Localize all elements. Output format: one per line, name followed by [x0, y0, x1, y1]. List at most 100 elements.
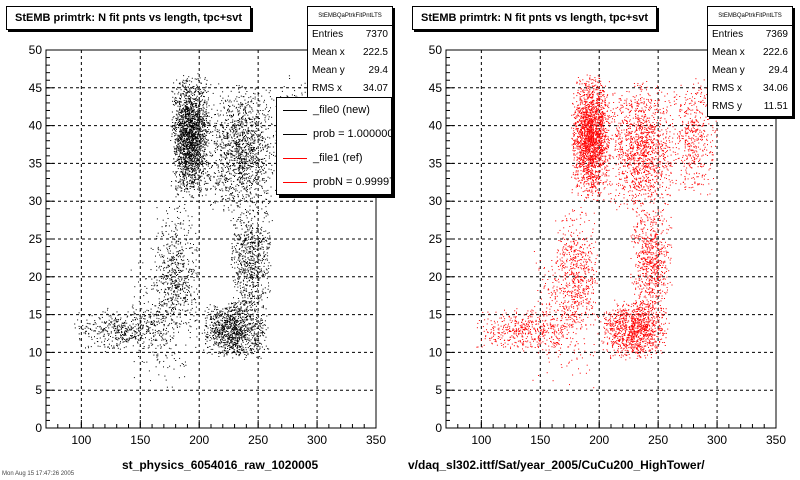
data-point: [227, 319, 229, 321]
data-point: [201, 126, 203, 128]
data-point: [252, 228, 254, 229]
data-point: [243, 328, 245, 330]
data-point: [245, 109, 246, 111]
data-point: [250, 265, 252, 267]
data-point: [220, 339, 221, 341]
data-point: [223, 142, 224, 144]
data-point: [207, 331, 209, 333]
data-point: [227, 143, 229, 145]
data-point: [234, 138, 236, 140]
data-point: [174, 139, 176, 140]
data-point: [194, 165, 196, 167]
data-point: [206, 336, 208, 338]
data-point: [216, 129, 218, 131]
data-point: [229, 128, 231, 130]
data-point: [180, 148, 182, 150]
data-point: [251, 142, 253, 144]
data-point: [178, 127, 179, 129]
data-point: [242, 240, 244, 242]
data-point: [193, 170, 195, 172]
data-point: [242, 182, 244, 184]
data-point: [186, 181, 188, 183]
data-point: [268, 168, 270, 170]
data-point: [186, 113, 188, 115]
data-point: [208, 308, 210, 310]
data-point: [219, 159, 220, 161]
data-point: [186, 165, 188, 167]
data-point: [179, 180, 181, 182]
data-point: [240, 214, 242, 216]
data-point: [233, 326, 235, 328]
data-point: [245, 326, 247, 328]
data-point: [241, 326, 243, 328]
data-point: [251, 147, 252, 149]
data-point: [235, 272, 237, 274]
data-point: [245, 302, 247, 304]
data-point: [200, 179, 202, 181]
data-point: [174, 142, 176, 144]
data-point: [173, 162, 175, 164]
data-point: [233, 134, 235, 136]
data-point: [216, 338, 218, 340]
data-point: [234, 345, 236, 347]
data-point: [231, 328, 233, 330]
data-point: [192, 125, 194, 127]
data-point: [205, 343, 207, 345]
data-point: [183, 179, 185, 181]
data-point: [186, 100, 188, 102]
data-point: [262, 221, 264, 223]
data-point: [229, 106, 230, 108]
data-point: [244, 132, 245, 134]
data-point: [201, 92, 203, 94]
data-point: [243, 198, 245, 200]
data-point: [217, 201, 219, 203]
data-point: [227, 333, 229, 334]
data-point: [189, 150, 191, 152]
data-point: [187, 154, 189, 156]
data-point: [238, 85, 240, 87]
data-point: [237, 196, 239, 198]
data-point: [177, 134, 179, 136]
data-point: [181, 139, 183, 141]
data-point: [178, 162, 180, 164]
data-point: [219, 329, 221, 331]
data-point: [244, 165, 246, 167]
data-point: [263, 163, 265, 164]
data-point: [260, 335, 261, 337]
data-point: [187, 133, 189, 135]
data-point: [260, 295, 262, 297]
data-point: [177, 147, 179, 149]
data-point: [215, 322, 216, 324]
data-point: [258, 167, 260, 168]
data-point: [227, 334, 229, 336]
data-point: [244, 159, 246, 161]
data-point: [199, 153, 201, 155]
data-point: [225, 195, 227, 196]
data-point: [226, 127, 228, 128]
data-point: [221, 176, 223, 178]
data-point: [236, 343, 238, 345]
data-point: [215, 144, 217, 146]
data-point: [209, 124, 211, 126]
data-point: [229, 166, 231, 168]
data-point: [222, 326, 224, 328]
data-point: [234, 333, 236, 335]
data-point: [262, 292, 264, 294]
data-point: [258, 176, 260, 178]
data-point: [258, 121, 260, 123]
data-point: [191, 135, 192, 137]
data-point: [233, 342, 235, 344]
data-point: [251, 328, 253, 330]
data-point: [194, 78, 196, 80]
data-point: [237, 124, 239, 126]
data-point: [192, 180, 193, 182]
data-point: [251, 107, 253, 109]
data-point: [240, 329, 242, 331]
data-point: [189, 124, 191, 126]
data-point: [220, 196, 222, 198]
data-point: [247, 319, 249, 321]
data-point: [212, 131, 214, 133]
data-point: [270, 186, 272, 188]
data-point: [176, 159, 178, 161]
data-point: [226, 321, 228, 323]
